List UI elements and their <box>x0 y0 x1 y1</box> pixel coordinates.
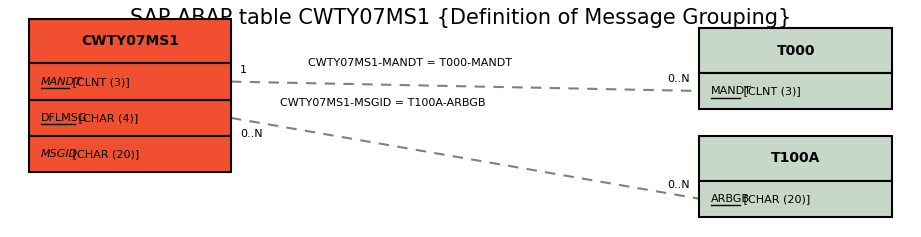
Text: T100A: T100A <box>771 151 821 165</box>
Text: T000: T000 <box>776 44 815 58</box>
Text: [CHAR (20)]: [CHAR (20)] <box>69 149 140 159</box>
FancyBboxPatch shape <box>29 64 231 100</box>
Text: [CHAR (4)]: [CHAR (4)] <box>75 113 138 123</box>
Text: SAP ABAP table CWTY07MS1 {Definition of Message Grouping}: SAP ABAP table CWTY07MS1 {Definition of … <box>130 9 791 28</box>
Text: 0..N: 0..N <box>240 129 262 139</box>
Text: CWTY07MS1-MANDT = T000-MANDT: CWTY07MS1-MANDT = T000-MANDT <box>308 59 512 68</box>
Text: CWTY07MS1: CWTY07MS1 <box>81 34 179 48</box>
Text: 1: 1 <box>240 65 247 75</box>
Text: [CHAR (20)]: [CHAR (20)] <box>740 194 810 204</box>
Text: 0..N: 0..N <box>668 74 690 84</box>
FancyBboxPatch shape <box>699 73 892 109</box>
FancyBboxPatch shape <box>29 19 231 64</box>
Text: MANDT: MANDT <box>41 77 82 87</box>
FancyBboxPatch shape <box>699 181 892 217</box>
Text: 0..N: 0..N <box>668 180 690 190</box>
Text: MSGID: MSGID <box>41 149 78 159</box>
Text: DFLMSG: DFLMSG <box>41 113 87 123</box>
Text: MANDT: MANDT <box>711 86 752 96</box>
FancyBboxPatch shape <box>29 100 231 136</box>
Text: [CLNT (3)]: [CLNT (3)] <box>69 77 130 87</box>
Text: ARBGB: ARBGB <box>711 194 751 204</box>
FancyBboxPatch shape <box>699 28 892 73</box>
FancyBboxPatch shape <box>29 136 231 172</box>
Text: [CLNT (3)]: [CLNT (3)] <box>740 86 800 96</box>
FancyBboxPatch shape <box>699 136 892 181</box>
Text: CWTY07MS1-MSGID = T100A-ARBGB: CWTY07MS1-MSGID = T100A-ARBGB <box>280 98 485 108</box>
